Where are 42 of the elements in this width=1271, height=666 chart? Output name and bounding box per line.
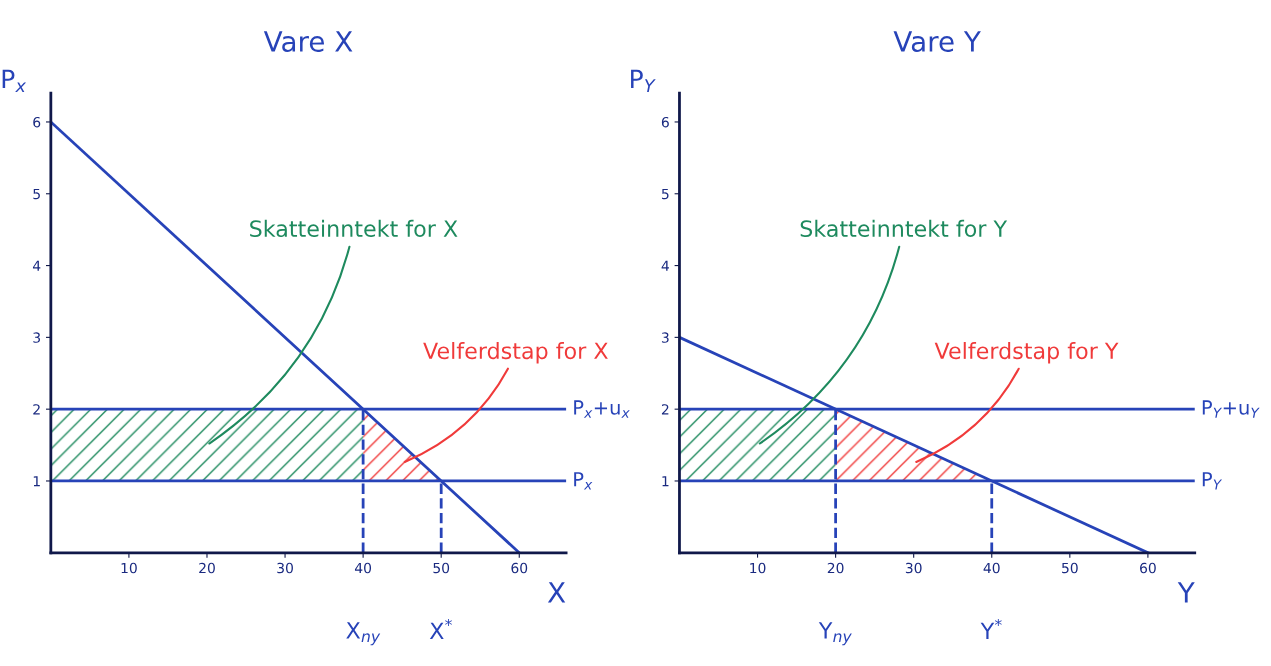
y-tick-label: 6	[33, 116, 41, 128]
x-tick-label: 50	[433, 562, 450, 574]
y-axis-title: P$_{Y}$	[631, 69, 656, 93]
y-axis-title: P$_{x}$	[2, 69, 27, 93]
ref-line-label: P$_{Y}$	[1202, 472, 1223, 490]
ref-line-label: P$_{Y}$+u$_{Y}$	[1202, 400, 1260, 418]
ref-line-label: P$_{x}$+u$_{x}$	[574, 400, 630, 418]
annotation: Velferdstap for X	[423, 341, 608, 364]
y-tick-label: 1	[33, 476, 40, 487]
chart-title: Vare Y	[893, 31, 981, 52]
annotation: Skatteinntekt for X	[250, 219, 458, 238]
y-tick-label: 1	[662, 476, 669, 487]
annotation: Velferdstap for Y	[934, 341, 1119, 364]
annotation: Skatteinntekt for Y	[800, 219, 1008, 238]
text: X$^{*}$	[429, 618, 452, 639]
x-tick-label: 50	[1062, 562, 1078, 574]
x-tick-label: 20	[199, 562, 215, 574]
x-tick-label: 20	[827, 562, 844, 574]
text: Y$^{*}$	[980, 618, 1002, 639]
y-tick-label: 4	[661, 260, 669, 271]
x-tick-label: 40	[354, 562, 372, 574]
x-tick-label: 30	[277, 562, 293, 574]
y-tick-label: 4	[32, 260, 41, 271]
y-tick-label: 2	[33, 404, 40, 415]
x-tick-label: 10	[750, 562, 766, 574]
chart-title: Vare X	[263, 31, 353, 52]
x-tick-label: 10	[121, 562, 137, 574]
x-tick-label: 30	[905, 562, 922, 574]
y-tick-label: 6	[661, 116, 669, 128]
text: Y$_{ny}$	[818, 622, 852, 646]
x-tick-label: 60	[1140, 562, 1156, 574]
x-tick-label: 60	[511, 562, 528, 574]
ref-line-label: P$_{x}$	[574, 472, 593, 490]
x-axis-title: Y	[1177, 582, 1195, 603]
x-tick-label: 40	[983, 562, 1000, 574]
text: X$_{ny}$	[346, 622, 381, 646]
y-tick-label: 3	[661, 332, 669, 343]
y-tick-label: 2	[661, 404, 669, 415]
x-axis-title: X	[547, 582, 566, 603]
y-tick-label: 3	[33, 332, 40, 343]
y-tick-label: 5	[33, 188, 40, 200]
y-tick-label: 5	[661, 188, 669, 200]
